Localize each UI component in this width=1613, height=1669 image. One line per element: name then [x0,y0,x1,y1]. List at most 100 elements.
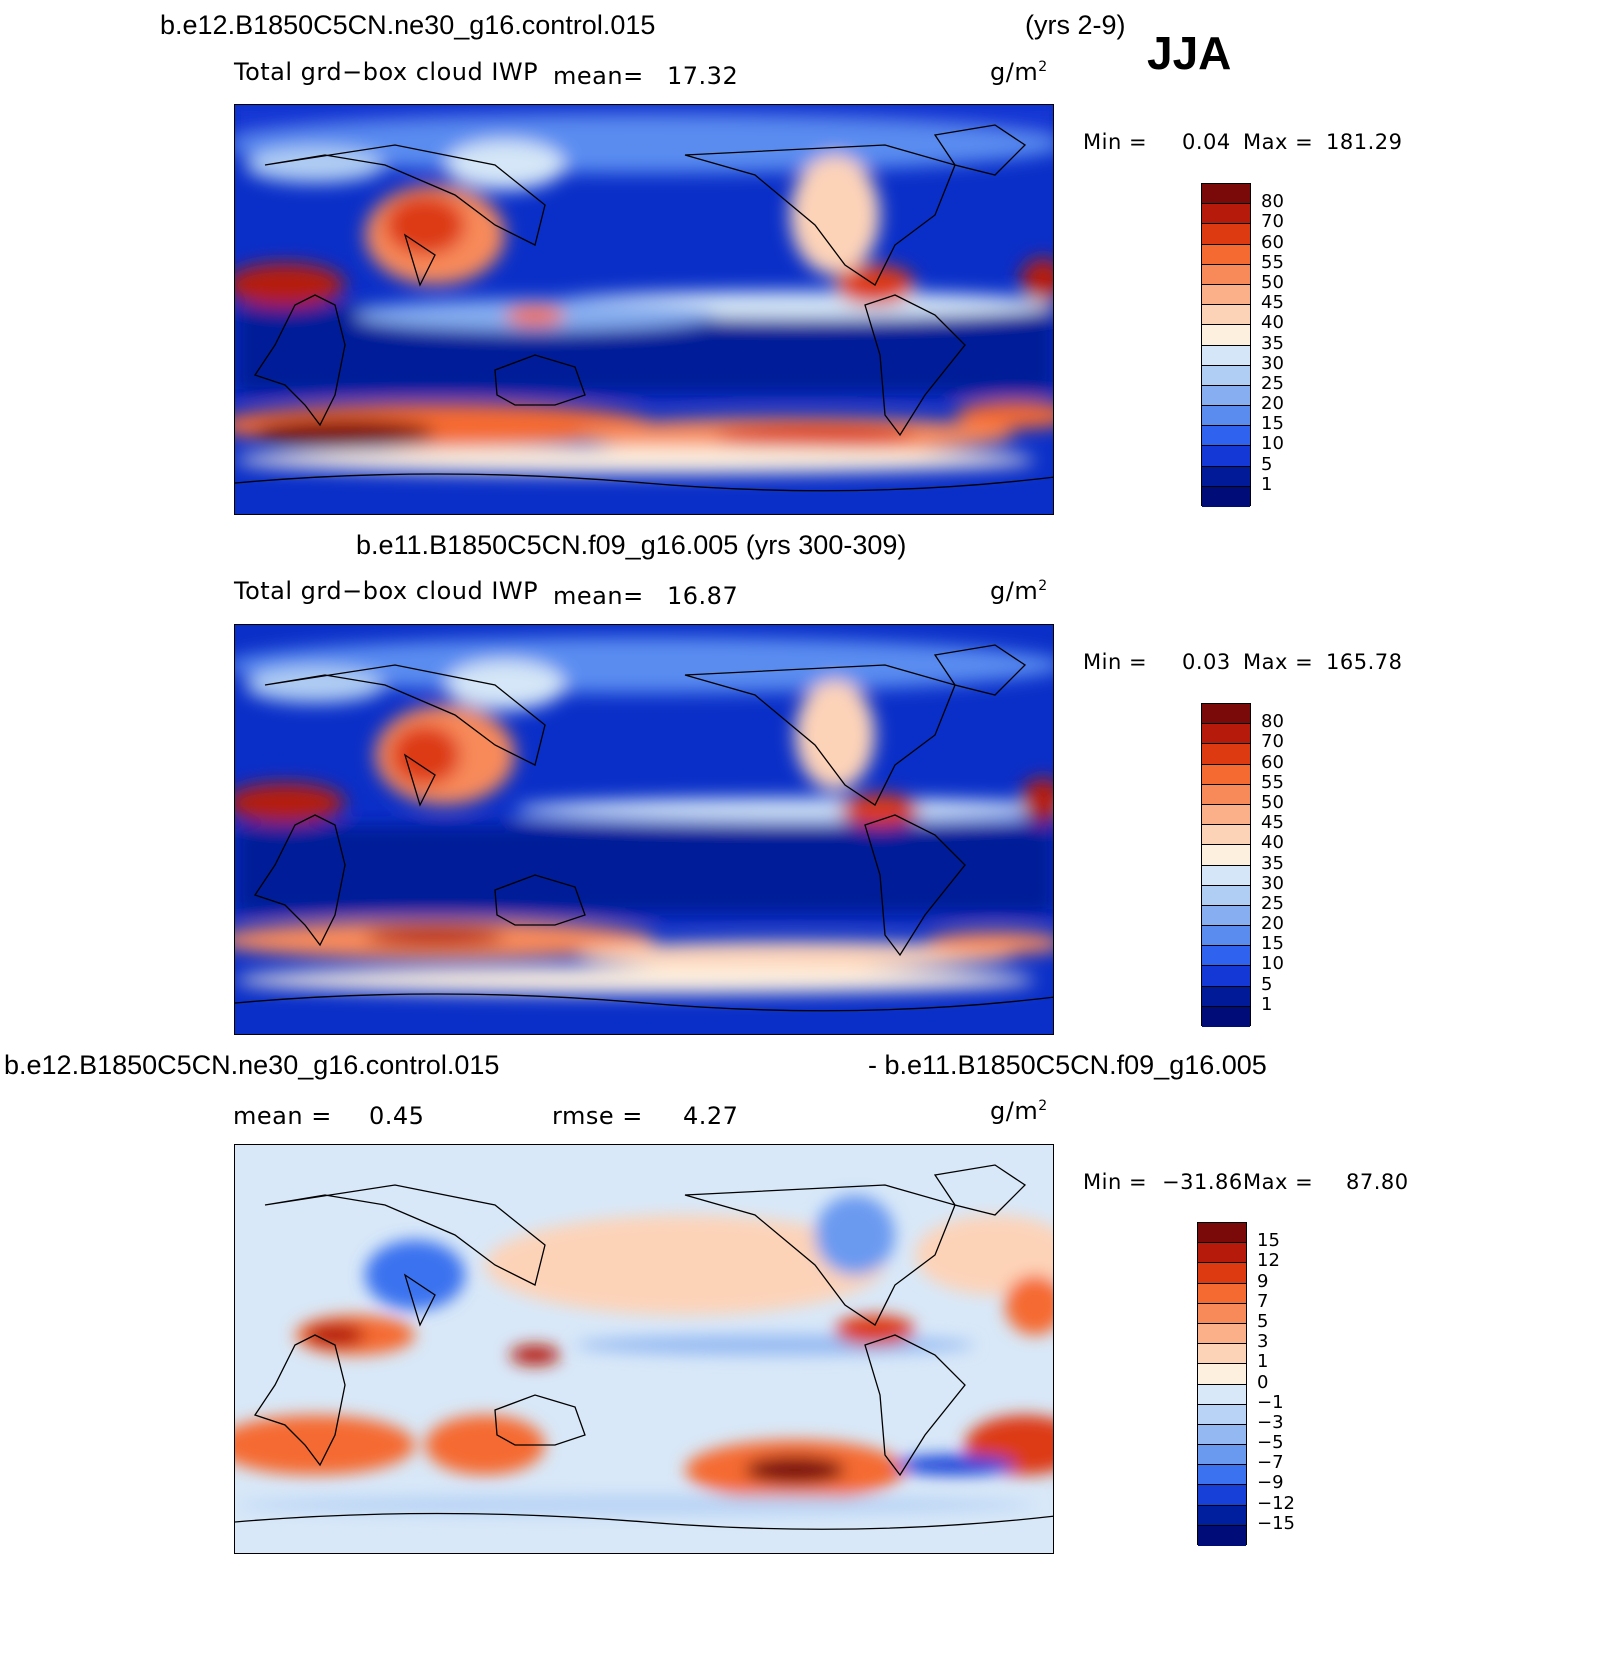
panel3-case-right: - b.e11.B1850C5CN.f09_g16.005 [868,1050,1267,1080]
panel3-colorbar-swatch [1198,1283,1246,1304]
panel2-colorbar-tick-label: 80 [1261,711,1284,733]
panel3-colorbar-swatch [1198,1404,1246,1425]
panel2-colorbar-tick-label: 10 [1261,953,1284,975]
panel1-case-title: b.e12.B1850C5CN.ne30_g16.control.015 [160,10,656,40]
panel1-colorbar-tick-label: 45 [1261,292,1284,314]
panel3-colorbar-swatch [1198,1465,1246,1486]
panel2-colorbar-swatch [1202,905,1250,927]
panel1-colorbar-tick-label: 40 [1261,312,1284,334]
panel3-colorbar-tick-label: −12 [1257,1492,1295,1514]
panel1-colorbar-swatch [1202,204,1250,225]
panel2-colorbar-tick-label: 45 [1261,812,1284,834]
panel3-colorbar-swatch [1198,1505,1246,1526]
panel2-mean-label: mean= [553,582,644,610]
panel1-max-value: 181.29 [1326,130,1403,154]
panel3-mean-value: 0.45 [369,1102,425,1130]
panel2-map [234,624,1054,1035]
panel2-colorbar-swatch [1202,764,1250,785]
panel2-colorbar-tick-label: 35 [1261,852,1284,874]
panel3-min-label: Min = [1083,1170,1148,1194]
panel2-colorbar-tick-label: 70 [1261,731,1284,753]
panel2-colorbar-swatch [1202,825,1250,846]
panel3-colorbar-tick-label: −1 [1257,1391,1284,1413]
panel1-map [234,104,1054,515]
panel3-colorbar-swatch [1198,1303,1246,1324]
panel1-colorbar-swatch [1202,365,1250,386]
panel3-colorbar-swatch [1198,1384,1246,1405]
panel3-colorbar-swatch [1198,1364,1246,1385]
panel3-colorbar-swatch [1198,1525,1246,1546]
panel3-colorbar-swatch [1198,1263,1246,1284]
panel2-colorbar-swatch [1202,804,1250,826]
panel3-colorbar-swatch [1198,1323,1246,1345]
panel3-colorbar-swatches [1197,1222,1247,1546]
panel1-units: g/m2 [990,58,1048,86]
panel3-colorbar-tick-label: 3 [1257,1331,1269,1353]
panel2-colorbar-swatch [1202,986,1250,1007]
panel2-units: g/m2 [990,577,1048,605]
panel1-colorbar-tick-label: 80 [1261,191,1284,213]
panel2-colorbar-swatches [1201,703,1251,1027]
panel1-colorbar-swatch [1202,325,1250,346]
panel3-colorbar-swatch [1198,1223,1246,1244]
panel1-colorbar-tick-label: 10 [1261,433,1284,455]
panel1-colorbar-tick-label: 15 [1261,413,1284,435]
panel1-colorbar-swatch [1202,486,1250,507]
panel1-colorbar-swatch [1202,284,1250,306]
panel3-colorbar-tick-label: 1 [1257,1351,1269,1373]
panel3-colorbar-tick-label: 15 [1257,1230,1280,1252]
panel2-min-label: Min = [1083,650,1148,674]
panel2-colorbar-tick-label: 5 [1261,973,1273,995]
panel1-colorbar-swatch [1202,385,1250,407]
panel3-colorbar-tick-label: 9 [1257,1270,1269,1292]
panel2-colorbar-swatch [1202,885,1250,906]
panel1-colorbar-swatch [1202,446,1250,467]
panel1-colorbar-tick-label: 55 [1261,251,1284,273]
panel2-case-title: b.e11.B1850C5CN.f09_g16.005 (yrs 300-309… [356,530,907,560]
panel2-colorbar-tick-label: 60 [1261,751,1284,773]
panel3-map-field [235,1145,1053,1553]
panel3-colorbar-tick-label: −9 [1257,1472,1284,1494]
panel2-colorbar-swatch [1202,784,1250,805]
panel2-colorbar-swatch [1202,724,1250,745]
panel3-min-value: −31.86 [1162,1170,1243,1194]
panel2-colorbar-swatch [1202,704,1250,725]
panel1-years: (yrs 2-9) [1025,10,1126,40]
panel3-rmse-value: 4.27 [683,1102,739,1130]
panel1-colorbar-tick-label: 5 [1261,453,1273,475]
panel1-colorbar-swatch [1202,466,1250,487]
panel2-colorbar-swatch [1202,926,1250,947]
panel2-colorbar-tick-label: 20 [1261,913,1284,935]
panel3-max-label: Max = [1243,1170,1314,1194]
panel1-colorbar-tick-label: 35 [1261,332,1284,354]
panel2-colorbar-tick-label: 1 [1261,993,1273,1015]
panel2-variable: Total grd−box cloud IWP [234,577,539,605]
panel1-mean-label: mean= [553,62,644,90]
panel3-mean-label: mean = [233,1102,332,1130]
panel1-colorbar-swatch [1202,345,1250,366]
panel1-colorbar-swatch [1202,224,1250,245]
panel1-colorbar-swatches [1201,183,1251,507]
panel2-colorbar-tick-label: 40 [1261,832,1284,854]
panel3-colorbar-tick-label: 0 [1257,1371,1269,1393]
panel3-map [234,1144,1054,1554]
panel1-mean-value: 17.32 [667,62,739,90]
panel3-colorbar-tick-label: 12 [1257,1250,1280,1272]
panel2-colorbar-swatch [1202,845,1250,866]
panel1-colorbar-swatch [1202,244,1250,265]
panel3-colorbar-tick-label: −5 [1257,1432,1284,1454]
panel1-colorbar-swatch [1202,406,1250,427]
panel1-colorbar-swatch [1202,426,1250,447]
panel1-colorbar-swatch [1202,264,1250,285]
panel3-colorbar-tick-label: −3 [1257,1411,1284,1433]
panel3-colorbar-swatch [1198,1424,1246,1446]
season-label: JJA [1147,27,1232,79]
panel1-colorbar-tick-label: 30 [1261,352,1284,374]
panel3-colorbar-tick-label: 7 [1257,1290,1269,1312]
panel3-rmse-label: rmse = [552,1102,643,1130]
panel2-colorbar-swatch [1202,946,1250,967]
panel2-colorbar-tick-label: 30 [1261,872,1284,894]
panel1-colorbar-tick-label: 60 [1261,231,1284,253]
panel3-units: g/m2 [990,1097,1048,1125]
panel1-min-value: 0.04 [1182,130,1231,154]
